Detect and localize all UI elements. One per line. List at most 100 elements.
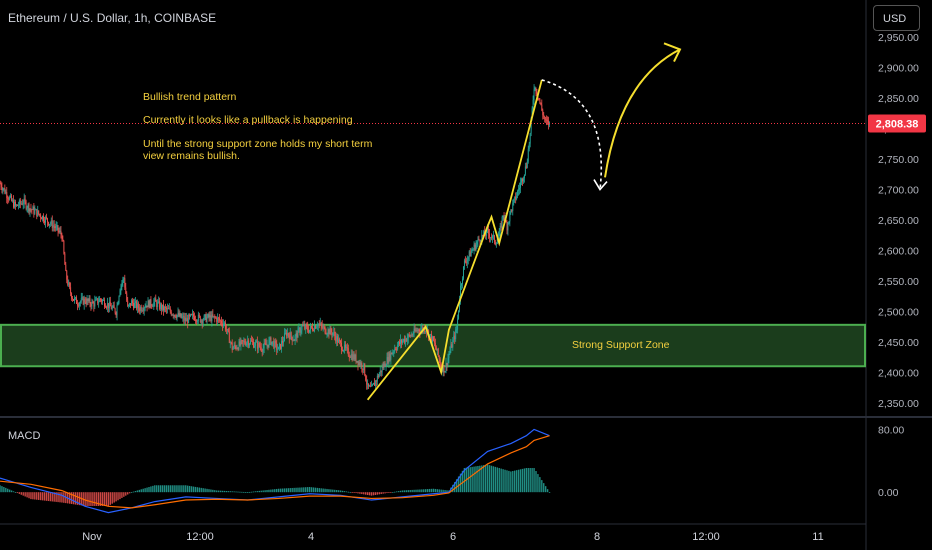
candle-body [367, 383, 369, 385]
candle-body [17, 205, 19, 207]
macd-histogram-bar [335, 490, 338, 493]
candle-body [362, 368, 364, 370]
candle-body [189, 314, 191, 316]
candle-body [272, 341, 274, 343]
macd-histogram-bar [1, 486, 3, 493]
candle-body [381, 366, 383, 373]
candle-body [307, 326, 309, 331]
macd-histogram-bar [202, 488, 204, 493]
candle-body [357, 360, 359, 366]
y-tick-label: 2,400.00 [878, 367, 919, 379]
macd-histogram-bar [136, 490, 139, 493]
candle-body [135, 301, 136, 303]
candle-body [10, 195, 12, 197]
candle-body [305, 324, 307, 329]
macd-histogram-bar [14, 492, 17, 493]
candle-body [479, 239, 481, 242]
candle-body [485, 235, 487, 236]
candle-body [134, 302, 135, 308]
macd-histogram-bar [279, 488, 282, 493]
macd-histogram-bar [5, 487, 7, 493]
candle-body [86, 298, 88, 304]
candle-body [192, 313, 193, 315]
macd-histogram-bar [517, 469, 520, 493]
candle-body [146, 305, 148, 308]
candle-body [416, 330, 418, 332]
candle-body [294, 335, 296, 341]
candle-body [449, 350, 451, 355]
candle-body [468, 251, 470, 257]
candle-body [89, 298, 91, 305]
macd-histogram-bar [535, 471, 537, 493]
macd-histogram-bar [459, 473, 462, 493]
candle-body [274, 341, 276, 348]
candle-body [215, 317, 217, 319]
candle-body [61, 234, 63, 240]
candle-body [526, 161, 528, 168]
macd-histogram-bar [28, 492, 30, 499]
candle-body [548, 120, 550, 125]
candle-body [91, 301, 93, 307]
candle-body [299, 328, 301, 333]
macd-histogram-bar [463, 468, 466, 493]
candle-body [481, 234, 483, 242]
candle-body [406, 338, 408, 342]
macd-histogram-bar [287, 488, 290, 493]
candle-body [329, 327, 331, 335]
candle-body [500, 225, 502, 228]
macd-histogram-bar [519, 469, 522, 493]
candle-body [447, 358, 449, 366]
macd-histogram-bar [248, 491, 251, 493]
candle-body [532, 100, 534, 109]
candle-body [11, 195, 13, 201]
candle-body [343, 350, 344, 352]
candle-body [313, 325, 315, 331]
candle-body [157, 302, 159, 307]
macd-histogram-bar [401, 490, 404, 493]
candle-body [191, 314, 193, 316]
candle-body [164, 306, 166, 308]
macd-histogram-bar [426, 489, 429, 493]
currency-button[interactable]: USD [873, 5, 920, 31]
candle-body [503, 215, 505, 220]
candle-body [443, 365, 445, 373]
candle-body [320, 323, 322, 326]
candle-body [23, 198, 25, 204]
macd-histogram-bar [246, 492, 249, 493]
macd-histogram-bar [266, 490, 268, 493]
candle-body [132, 300, 133, 304]
candle-body [168, 308, 170, 310]
candle-body [316, 326, 318, 328]
candle-body [476, 242, 478, 245]
chart-title: Ethereum / U.S. Dollar, 1h, COINBASE [8, 11, 217, 25]
candle-body [409, 335, 411, 337]
macd-histogram-bar [138, 489, 141, 493]
candle-body [545, 119, 547, 120]
candle-body [311, 326, 312, 328]
candle-body [373, 383, 374, 385]
candle-body [110, 306, 112, 310]
candle-body [33, 206, 35, 214]
macd-histogram-bar [55, 492, 57, 502]
candle-body [391, 352, 393, 355]
candle-body [540, 102, 542, 105]
macd-histogram-bar [103, 492, 106, 506]
macd-histogram-bar [173, 485, 175, 493]
candle-body [528, 143, 530, 150]
macd-histogram-bar [161, 485, 164, 493]
candle-body [7, 197, 9, 199]
candle-body [542, 110, 544, 116]
candle-body [4, 188, 6, 194]
candle-body [475, 244, 477, 250]
candle-body [516, 195, 518, 200]
candle-body [124, 278, 126, 288]
candle-body [533, 89, 535, 101]
candle-body [145, 305, 147, 308]
macd-histogram-bar [186, 485, 189, 493]
macd-histogram-bar [214, 490, 216, 493]
macd-histogram-bar [484, 464, 487, 493]
macd-histogram-bar [163, 485, 166, 493]
candle-body [402, 339, 404, 341]
macd-histogram-bar [498, 468, 500, 493]
